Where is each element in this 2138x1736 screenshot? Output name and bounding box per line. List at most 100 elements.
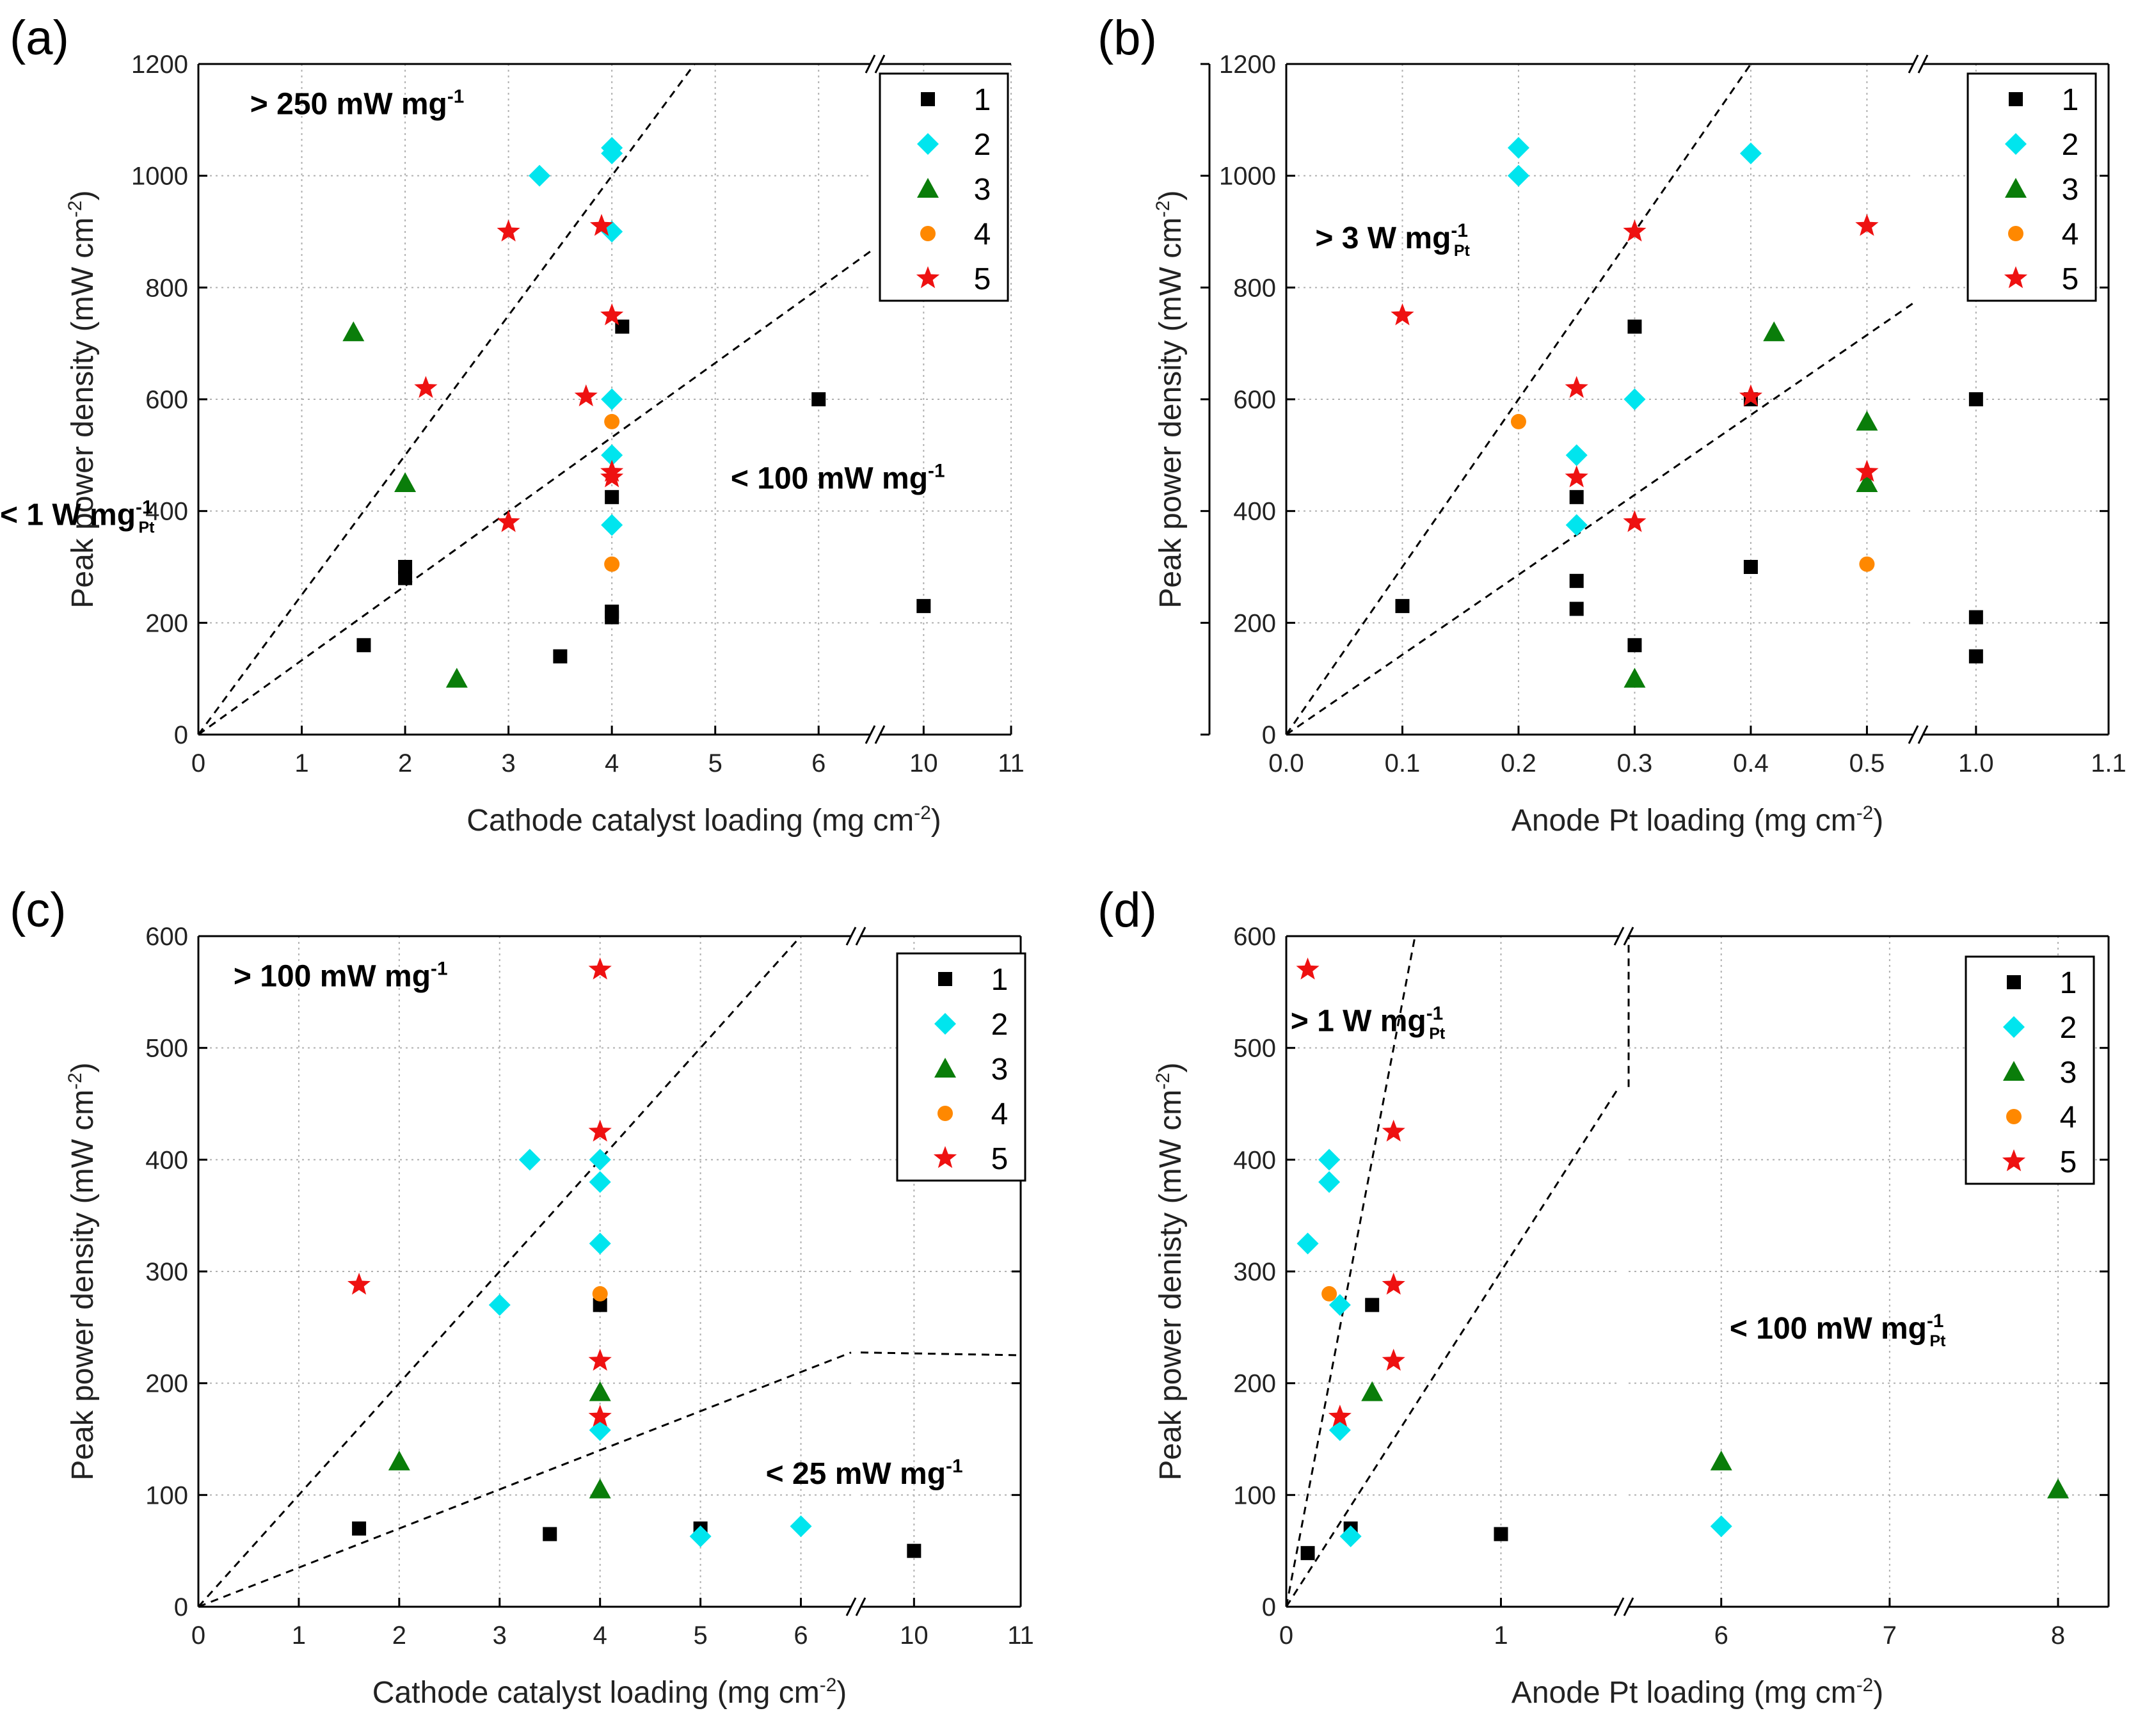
axis-break-mark bbox=[845, 927, 857, 946]
legend-marker-3 bbox=[2003, 1061, 2025, 1081]
series-2-point bbox=[601, 444, 623, 466]
x-tick-label: 1.0 bbox=[1958, 749, 1994, 777]
series-1-point bbox=[916, 599, 931, 614]
series-3-point bbox=[2047, 1478, 2070, 1499]
reference-line bbox=[197, 63, 696, 735]
series-1-point bbox=[605, 490, 619, 504]
y-tick-label: 600 bbox=[145, 386, 188, 414]
series-5-point bbox=[497, 219, 520, 242]
legend-label-2: 2 bbox=[2062, 128, 2079, 162]
series-3-point bbox=[394, 472, 417, 492]
x-tick-label: 0.3 bbox=[1617, 749, 1653, 777]
panel-c: 0 100 200 300 400 500 600 0 1 2 3 4 5 6 10 11 (c) Cathode… bbox=[10, 883, 1034, 1710]
y-tick-label: 400 bbox=[1233, 498, 1276, 526]
y-tick-label: 100 bbox=[145, 1481, 188, 1509]
y-axis-label-group: Peak power denisty (mW cm-2) bbox=[1153, 1062, 1188, 1480]
series-2-point bbox=[589, 1419, 611, 1442]
series-1-point bbox=[1968, 649, 1983, 664]
panel-label: (b) bbox=[1097, 11, 1157, 65]
series-5-point bbox=[589, 214, 614, 236]
series-5-point bbox=[1623, 510, 1647, 532]
series-2-point bbox=[1507, 137, 1529, 159]
series-3-point bbox=[1763, 321, 1785, 342]
y-tick-label: 1200 bbox=[131, 51, 188, 79]
x-tick-label: 2 bbox=[392, 1621, 406, 1650]
legend-label-3: 3 bbox=[2060, 1056, 2077, 1090]
series-3-point bbox=[1361, 1381, 1384, 1401]
series-5-point bbox=[588, 1405, 612, 1427]
series-3-point bbox=[589, 1381, 611, 1401]
y-axis-label-group: Peak power density (mW cm-2) bbox=[1153, 190, 1188, 608]
y-tick-label: 200 bbox=[145, 609, 188, 637]
series-2-point bbox=[601, 514, 623, 536]
series-1-point bbox=[398, 560, 413, 574]
panel-label: (a) bbox=[10, 11, 69, 65]
legend bbox=[1966, 72, 2097, 302]
series-2-point bbox=[601, 142, 623, 164]
series-1-point bbox=[1968, 392, 1983, 406]
y-axis-label: Peak power density (mW cm-2) bbox=[65, 1062, 100, 1480]
series-4-point bbox=[1510, 413, 1526, 429]
reference-line bbox=[197, 935, 802, 1608]
axis-break-mark bbox=[1917, 725, 1929, 744]
x-tick-label: 3 bbox=[501, 749, 515, 777]
series-3-point bbox=[1623, 667, 1646, 688]
series-2-point bbox=[1328, 1419, 1351, 1442]
y-tick-label: 400 bbox=[145, 1146, 188, 1174]
x-tick-label: 1.1 bbox=[2091, 749, 2126, 777]
series-5-point bbox=[600, 303, 624, 326]
y-tick-label: 800 bbox=[1233, 274, 1276, 302]
series-4-point bbox=[1321, 1286, 1337, 1302]
series-2-point bbox=[1318, 1149, 1341, 1171]
axis-break-mark bbox=[1613, 1597, 1625, 1616]
y-axis-label: Peak power denisty (mW cm-2) bbox=[1153, 1062, 1188, 1480]
x-tick-label: 0 bbox=[1279, 1621, 1293, 1650]
y-tick-label: 600 bbox=[145, 923, 188, 951]
x-tick-label: 5 bbox=[708, 749, 722, 777]
reference-line bbox=[198, 250, 871, 736]
legend-marker-2 bbox=[934, 1013, 956, 1035]
axis-break-mark bbox=[845, 1597, 857, 1616]
legend-marker-1 bbox=[921, 92, 935, 106]
y-tick-label: 500 bbox=[1233, 1035, 1276, 1063]
series-1-point bbox=[352, 1521, 367, 1536]
series-4-point bbox=[592, 1286, 608, 1302]
axis-break-mark bbox=[1623, 927, 1634, 946]
legend bbox=[896, 952, 1026, 1182]
series-3-point bbox=[342, 321, 365, 342]
series-2-point bbox=[689, 1525, 712, 1547]
annotation-label: < 25 mW mg-1 bbox=[766, 1456, 963, 1491]
x-tick-label: 0.1 bbox=[1385, 749, 1421, 777]
legend-marker-5 bbox=[2004, 266, 2028, 289]
y-tick-label: 200 bbox=[1233, 1370, 1276, 1398]
series-1-point bbox=[553, 649, 568, 664]
x-tick-label: 0 bbox=[191, 1621, 205, 1650]
series-5-point bbox=[1855, 214, 1879, 236]
axis-break-mark bbox=[1908, 725, 1919, 744]
x-tick-label: 0.4 bbox=[1733, 749, 1769, 777]
reference-line-cont bbox=[860, 1351, 1021, 1357]
y-tick-label: 400 bbox=[145, 498, 188, 526]
legend-marker-4 bbox=[2008, 226, 2023, 241]
x-tick-label: 1 bbox=[292, 1621, 306, 1650]
legend-marker-5 bbox=[916, 266, 940, 289]
series-1-point bbox=[1365, 1298, 1380, 1312]
series-5-point bbox=[497, 510, 520, 532]
legend-marker-2 bbox=[2005, 133, 2027, 155]
legend-label-3: 3 bbox=[974, 173, 991, 207]
x-tick-label: 4 bbox=[593, 1621, 607, 1650]
panel-d: 0 100 200 300 400 500 600 0 1 6 7 8 (d) Anode Pt load… bbox=[1097, 883, 2110, 1710]
legend-marker-1 bbox=[2009, 92, 2023, 106]
series-4-point bbox=[604, 413, 620, 429]
x-tick-label: 11 bbox=[1007, 1621, 1034, 1650]
legend-label-1: 1 bbox=[2060, 966, 2077, 1000]
annotation-label: < 100 mW mg-1 bbox=[731, 461, 945, 496]
series-2-point bbox=[790, 1515, 812, 1538]
series-5-point bbox=[1382, 1273, 1405, 1295]
x-axis-label: Anode Pt loading (mg cm-2) bbox=[1512, 1675, 1883, 1710]
series-2-point bbox=[601, 388, 623, 410]
axis-break-mark bbox=[855, 1597, 866, 1616]
x-tick-label: 3 bbox=[493, 1621, 507, 1650]
legend-label-2: 2 bbox=[974, 128, 991, 162]
